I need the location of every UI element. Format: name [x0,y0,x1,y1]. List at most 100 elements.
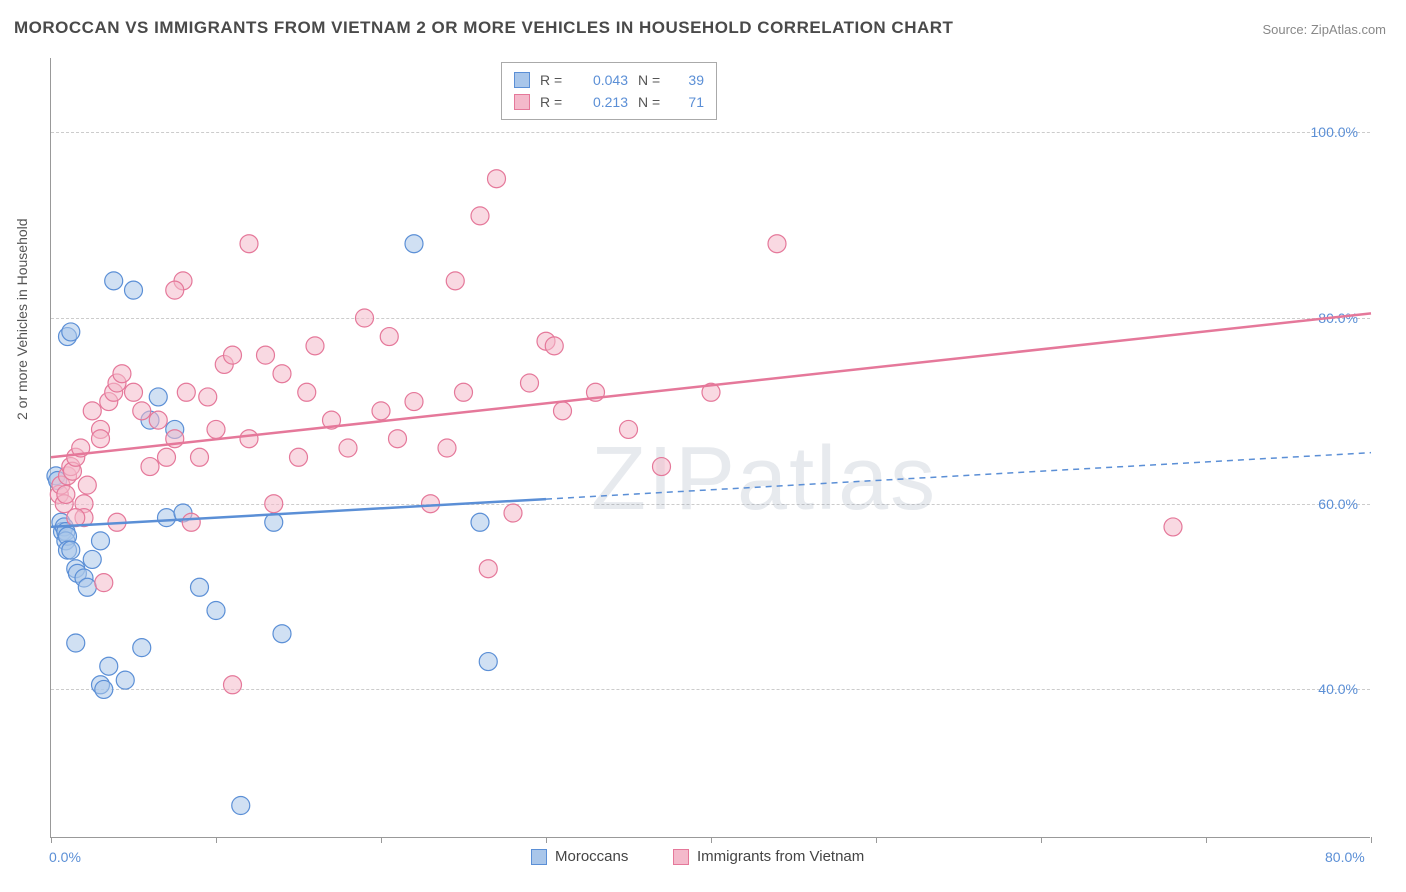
data-point [116,671,134,689]
data-point [83,550,101,568]
legend-swatch [514,72,530,88]
data-point [653,458,671,476]
data-point [554,402,572,420]
x-tick-label: 80.0% [1325,849,1365,865]
data-point [95,574,113,592]
series-name: Moroccans [555,848,628,865]
data-point [273,365,291,383]
data-point [356,309,374,327]
stats-row: R = 0.213 N = 71 [514,91,704,113]
plot-area: 40.0%60.0%80.0%100.0% ZIPatlas R =0.043N… [50,58,1370,838]
data-point [207,602,225,620]
x-tick [51,837,52,843]
data-point [113,365,131,383]
data-point [224,676,242,694]
data-point [182,513,200,531]
data-point [488,170,506,188]
data-point [380,328,398,346]
stat-n-value: 39 [674,72,704,88]
data-point [298,383,316,401]
x-tick-label: 0.0% [49,849,81,865]
data-point [273,625,291,643]
stat-n-label: N = [638,72,664,88]
data-point [62,541,80,559]
data-point [405,235,423,253]
source-label: Source: ZipAtlas.com [1262,22,1386,37]
data-point [446,272,464,290]
data-point [479,560,497,578]
legend-swatch [514,94,530,110]
data-point [67,634,85,652]
data-point [191,448,209,466]
x-tick [1206,837,1207,843]
data-point [232,797,250,815]
chart-title: MOROCCAN VS IMMIGRANTS FROM VIETNAM 2 OR… [14,18,953,38]
data-point [438,439,456,457]
data-point [240,235,258,253]
stats-row: R = 0.043 N = 39 [514,69,704,91]
stats-legend: R = 0.043 N = 39 R = 0.213 N = 71 [501,62,717,120]
data-point [100,657,118,675]
trend-line [51,313,1371,457]
data-point [177,383,195,401]
data-point [83,402,101,420]
data-point [306,337,324,355]
data-point [257,346,275,364]
stat-r-value: 0.213 [578,94,628,110]
data-point [545,337,563,355]
data-point [92,430,110,448]
data-point [339,439,357,457]
data-point [133,402,151,420]
x-tick [381,837,382,843]
data-point [290,448,308,466]
stat-r-label: R = [540,94,568,110]
data-point [224,346,242,364]
x-tick [1041,837,1042,843]
x-tick [216,837,217,843]
data-point [57,485,75,503]
data-point [479,653,497,671]
data-point [768,235,786,253]
x-tick [546,837,547,843]
data-point [199,388,217,406]
data-point [62,323,80,341]
data-point [149,411,167,429]
data-point [92,532,110,550]
data-point [78,578,96,596]
data-point [240,430,258,448]
data-point [372,402,390,420]
data-point [78,476,96,494]
data-point [149,388,167,406]
data-point [207,420,225,438]
data-point [422,495,440,513]
data-point [265,495,283,513]
data-point [1164,518,1182,536]
series-legend-item: Moroccans [531,848,628,865]
data-point [125,383,143,401]
data-point [191,578,209,596]
legend-swatch [531,849,547,865]
data-point [471,513,489,531]
data-point [389,430,407,448]
data-point [521,374,539,392]
data-point [158,448,176,466]
data-point [166,281,184,299]
series-name: Immigrants from Vietnam [697,848,864,865]
y-axis-label: 2 or more Vehicles in Household [14,218,30,420]
data-point [158,509,176,527]
data-point [95,680,113,698]
x-tick [1371,837,1372,843]
data-point [405,393,423,411]
x-tick [711,837,712,843]
data-point [455,383,473,401]
legend-swatch [673,849,689,865]
stat-r-value: 0.043 [578,72,628,88]
stat-r-label: R = [540,72,568,88]
data-point [141,458,159,476]
stat-n-value: 71 [674,94,704,110]
data-point [504,504,522,522]
data-point [105,272,123,290]
data-point [620,420,638,438]
x-tick [876,837,877,843]
stat-n-label: N = [638,94,664,110]
